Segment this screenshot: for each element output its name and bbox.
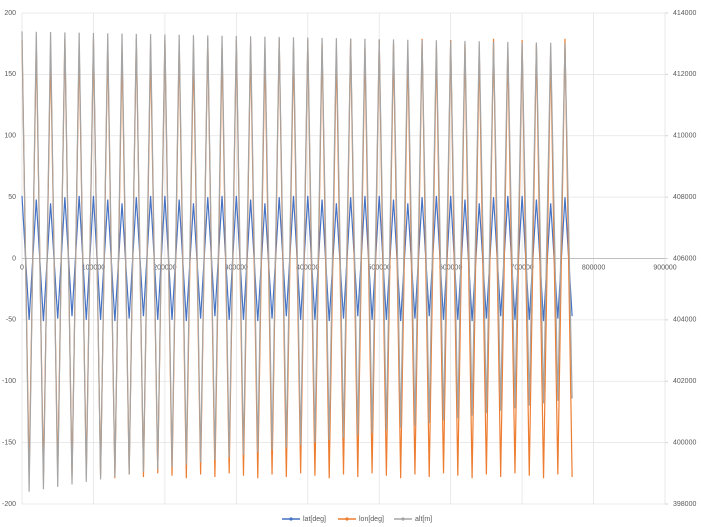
x-tick-label: 0	[20, 264, 24, 271]
y2-tick-label: 400000	[673, 439, 696, 446]
x-tick-label: 300000	[225, 264, 248, 271]
y2-tick-label: 412000	[673, 71, 696, 78]
legend-label: lon[deg]	[359, 516, 384, 523]
x-tick-label: 400000	[296, 264, 319, 271]
x-tick-label: 100000	[82, 264, 105, 271]
series-line	[21, 31, 573, 492]
legend-marker	[289, 517, 293, 521]
y-tick-label: 50	[8, 194, 16, 201]
y-tick-label: -100	[2, 378, 16, 385]
y-tick-label: -200	[2, 501, 16, 508]
x-tick-label: 200000	[153, 264, 176, 271]
y-tick-label: 200	[4, 10, 16, 17]
y-tick-label: 100	[4, 133, 16, 140]
legend-marker	[345, 517, 349, 521]
x-tick-label: 600000	[439, 264, 462, 271]
y2-tick-label: 414000	[673, 10, 696, 17]
y2-tick-label: 402000	[673, 378, 696, 385]
x-tick-label: 700000	[510, 264, 533, 271]
y2-tick-label: 404000	[673, 317, 696, 324]
x-tick-label: 800000	[582, 264, 605, 271]
y2-tick-label: 406000	[673, 255, 696, 262]
x-tick-label: 500000	[368, 264, 391, 271]
legend-marker	[401, 517, 405, 521]
y-tick-label: 150	[4, 71, 16, 78]
y2-tick-label: 398000	[673, 501, 696, 508]
legend-label: lat[deg]	[303, 516, 326, 523]
y2-tick-label: 408000	[673, 194, 696, 201]
legend-label: alt[m]	[415, 516, 432, 523]
x-tick-label: 900000	[653, 264, 676, 271]
y-tick-label: 0	[12, 255, 16, 262]
y-tick-label: -50	[6, 317, 16, 324]
y-tick-label: -150	[2, 439, 16, 446]
y2-tick-label: 410000	[673, 133, 696, 140]
